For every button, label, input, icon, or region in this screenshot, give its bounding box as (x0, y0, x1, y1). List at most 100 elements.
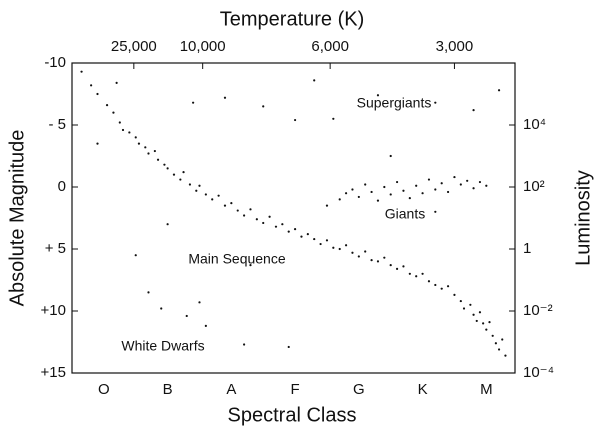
star-point (497, 89, 501, 92)
star-point (268, 215, 271, 218)
star-point (491, 334, 494, 337)
star-point (211, 198, 214, 201)
star-point (440, 182, 443, 185)
star-point (223, 96, 227, 99)
star-point (236, 209, 239, 212)
star-point (293, 228, 297, 231)
star-point (80, 70, 83, 73)
star-point (472, 313, 475, 316)
star-point (482, 322, 485, 325)
star-point (469, 303, 472, 306)
y-tick-label: - 5 (48, 116, 66, 133)
star-point (370, 259, 373, 262)
star-point (156, 158, 160, 161)
star-point (434, 210, 437, 213)
star-point (204, 324, 207, 327)
star-point (332, 246, 335, 249)
star-point (395, 180, 399, 184)
x-tick-label: O (98, 381, 110, 398)
x-axis-label: Spectral Class (228, 404, 357, 426)
star-point (249, 264, 252, 267)
star-point (427, 280, 431, 283)
annotation: White Dwarfs (121, 338, 204, 354)
star-point (370, 190, 373, 194)
star-point (351, 251, 354, 254)
star-point (134, 136, 137, 139)
star-point (434, 188, 437, 191)
star-point (306, 233, 309, 236)
star-point (338, 247, 341, 251)
star-point (338, 198, 341, 201)
star-point (395, 267, 399, 270)
y-axis-label: Absolute Magnitude (6, 130, 28, 307)
star-point (319, 242, 322, 246)
star-point (434, 101, 437, 104)
star-point (325, 239, 329, 242)
y-tick-label: + 5 (45, 240, 66, 257)
x-tick-label: G (353, 381, 365, 398)
y-tick-label: +10 (41, 302, 66, 319)
star-point (415, 275, 418, 278)
star-point (121, 128, 125, 132)
star-point (249, 208, 252, 211)
star-point (472, 109, 475, 112)
star-point (147, 291, 150, 294)
star-point (485, 328, 488, 331)
y-tick-label: 0 (58, 178, 66, 195)
y2-tick-label: 10⁴ (523, 116, 546, 133)
star-point (243, 214, 246, 217)
star-point (389, 193, 392, 196)
star-point (389, 154, 392, 158)
star-point (255, 218, 258, 221)
star-point (325, 204, 329, 207)
star-point (504, 354, 507, 357)
chart-title: Temperature (K) (220, 8, 365, 30)
annotation: Supergiants (357, 95, 432, 111)
x2-tick-label: 25,000 (111, 38, 157, 55)
star-point (497, 348, 501, 351)
star-point (223, 204, 227, 207)
star-point (485, 184, 488, 187)
y2-tick-label: 10⁻⁴ (523, 364, 554, 381)
star-point (166, 167, 169, 170)
star-point (453, 293, 456, 296)
star-point (153, 149, 156, 153)
star-point (446, 285, 450, 288)
star-point (300, 235, 303, 238)
y2-tick-label: 10² (523, 178, 545, 195)
star-point (185, 314, 188, 318)
star-point (332, 117, 335, 120)
star-point (293, 118, 297, 122)
star-point (118, 121, 121, 124)
star-point (466, 179, 469, 182)
star-point (115, 81, 118, 84)
x-tick-label: M (480, 381, 493, 398)
star-point (128, 131, 131, 134)
star-point (440, 287, 443, 290)
star-point (478, 311, 482, 314)
y2-tick-label: 10⁻² (523, 302, 553, 319)
star-point (243, 343, 246, 346)
star-point (376, 199, 380, 202)
star-point (96, 142, 99, 145)
star-point (408, 272, 411, 275)
star-point (475, 319, 478, 323)
star-point (357, 195, 360, 199)
star-point (446, 190, 450, 194)
star-point (402, 265, 405, 268)
star-point (198, 184, 201, 187)
star-point (274, 225, 278, 228)
star-point (383, 256, 386, 259)
star-point (217, 194, 220, 197)
star-point (147, 152, 150, 155)
x-tick-label: K (418, 381, 428, 398)
star-point (376, 260, 380, 263)
star-point (198, 301, 201, 304)
star-point (137, 142, 141, 145)
star-point (415, 184, 418, 187)
star-point (134, 254, 137, 257)
y2-axis-label: Luminosity (572, 170, 594, 266)
x-tick-label: F (291, 381, 300, 398)
star-point (179, 178, 182, 181)
